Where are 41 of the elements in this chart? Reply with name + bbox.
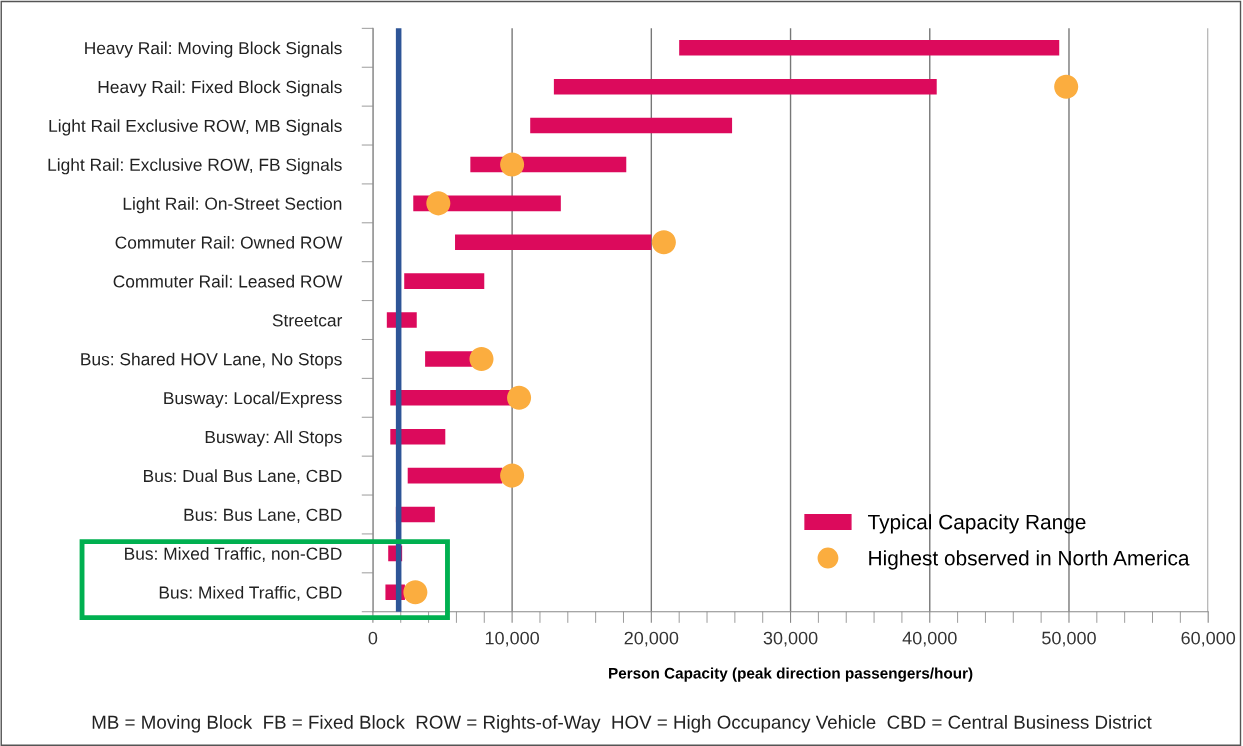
bar — [455, 234, 652, 251]
y-tick-label: Bus: Dual Bus Lane, CBD — [144, 469, 342, 485]
x-tick-label: 40,000 — [902, 631, 957, 647]
point — [1054, 74, 1079, 99]
point — [651, 230, 676, 255]
point — [469, 346, 494, 371]
y-tick-label: Heavy Rail: Fixed Block Signals — [98, 80, 342, 97]
y-tick-label: Heavy Rail: Moving Block Signals — [85, 41, 342, 58]
x-axis-title: Person Capacity (peak direction passengers/hour) — [609, 667, 973, 682]
bar — [530, 117, 733, 134]
x-tick-label: 30,000 — [763, 631, 818, 647]
y-tick-label: Busway: Local/Express — [164, 391, 342, 408]
x-tick-label: 10,000 — [485, 631, 540, 647]
x-tick-label: 60,000 — [1181, 631, 1236, 647]
y-tick-label: Bus: Mixed Traffic, CBD — [159, 585, 342, 601]
y-tick-label: Bus: Shared HOV Lane, No Stops — [81, 352, 342, 369]
x-tick-label: 0 — [368, 631, 378, 645]
y-tick-label: Streetcar — [272, 314, 343, 327]
bar — [553, 78, 937, 95]
y-tick-label: Commuter Rail: Leased ROW — [113, 274, 343, 288]
y-tick-label: Light Rail: Exclusive ROW, FB Signals — [48, 158, 342, 175]
bar — [679, 40, 1060, 56]
point — [500, 463, 525, 488]
x-tick-label: 50,000 — [1042, 631, 1096, 647]
point — [426, 191, 451, 216]
y-tick-label: Commuter Rail: Owned ROW — [115, 235, 343, 249]
point — [403, 580, 428, 605]
y-tick-label: Bus: Bus Lane, CBD — [184, 508, 342, 523]
legend-label: Highest observed in North America — [869, 550, 1190, 570]
bar — [407, 467, 503, 484]
y-tick-label: Light Rail Exclusive ROW, MB Signals — [49, 119, 342, 136]
bar — [390, 390, 513, 406]
y-tick-label: Bus: Mixed Traffic, non-CBD — [125, 547, 342, 562]
y-tick-label: Busway: All Stops — [205, 430, 342, 447]
y-tick-label: Light Rail: On-Street Section — [123, 197, 342, 214]
point — [507, 385, 532, 410]
x-tick-label: 20,000 — [624, 631, 679, 647]
bar — [404, 273, 485, 289]
text: MB = Moving Block FB = Fixed Block ROW = Rights-of-Way HOV = High Occupancy Vehicle CBD = Central Business District — [92, 715, 1152, 733]
legend-label: Typical Capacity Range — [868, 514, 1086, 534]
point — [500, 152, 525, 177]
